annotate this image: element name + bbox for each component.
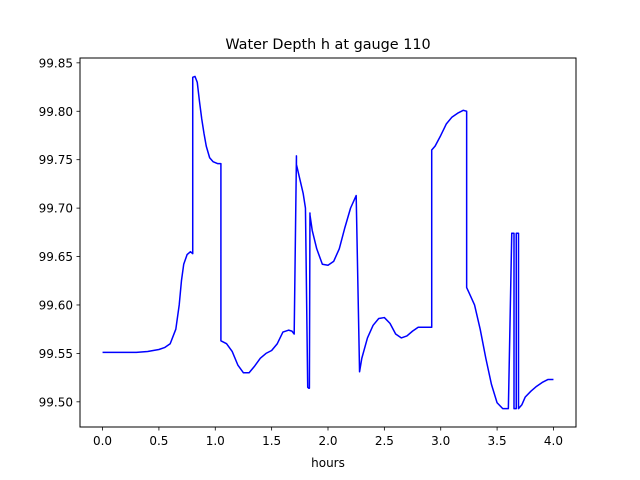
y-tick-label: 99.85	[39, 56, 73, 70]
x-axis: 0.0 0.5 1.0 1.5 2.0 2.5 3.0 3.5 4.0	[93, 427, 563, 448]
y-tick-label: 99.60	[39, 298, 73, 312]
x-tick-label: 0.5	[149, 434, 168, 448]
x-tick-label: 1.5	[262, 434, 281, 448]
chart-title: Water Depth h at gauge 110	[225, 37, 430, 53]
x-tick-label: 3.0	[431, 434, 450, 448]
x-tick-label: 2.0	[318, 434, 337, 448]
x-axis-label: hours	[311, 456, 345, 470]
x-tick-label: 0.0	[93, 434, 112, 448]
x-tick-label: 4.0	[544, 434, 563, 448]
y-tick-label: 99.80	[39, 105, 73, 119]
x-tick-label: 3.5	[488, 434, 507, 448]
y-tick-label: 99.65	[39, 250, 73, 264]
x-tick-label: 1.0	[206, 434, 225, 448]
series-line-0	[102, 75, 554, 410]
y-tick-label: 99.50	[39, 395, 73, 409]
y-tick-label: 99.55	[39, 347, 73, 361]
plot-area	[102, 75, 554, 410]
y-tick-label: 99.75	[39, 153, 73, 167]
y-axis: 99.50 99.55 99.60 99.65 99.70 99.75 99.80 99.85	[39, 56, 80, 409]
y-tick-label: 99.70	[39, 202, 73, 216]
x-tick-label: 2.5	[375, 434, 394, 448]
